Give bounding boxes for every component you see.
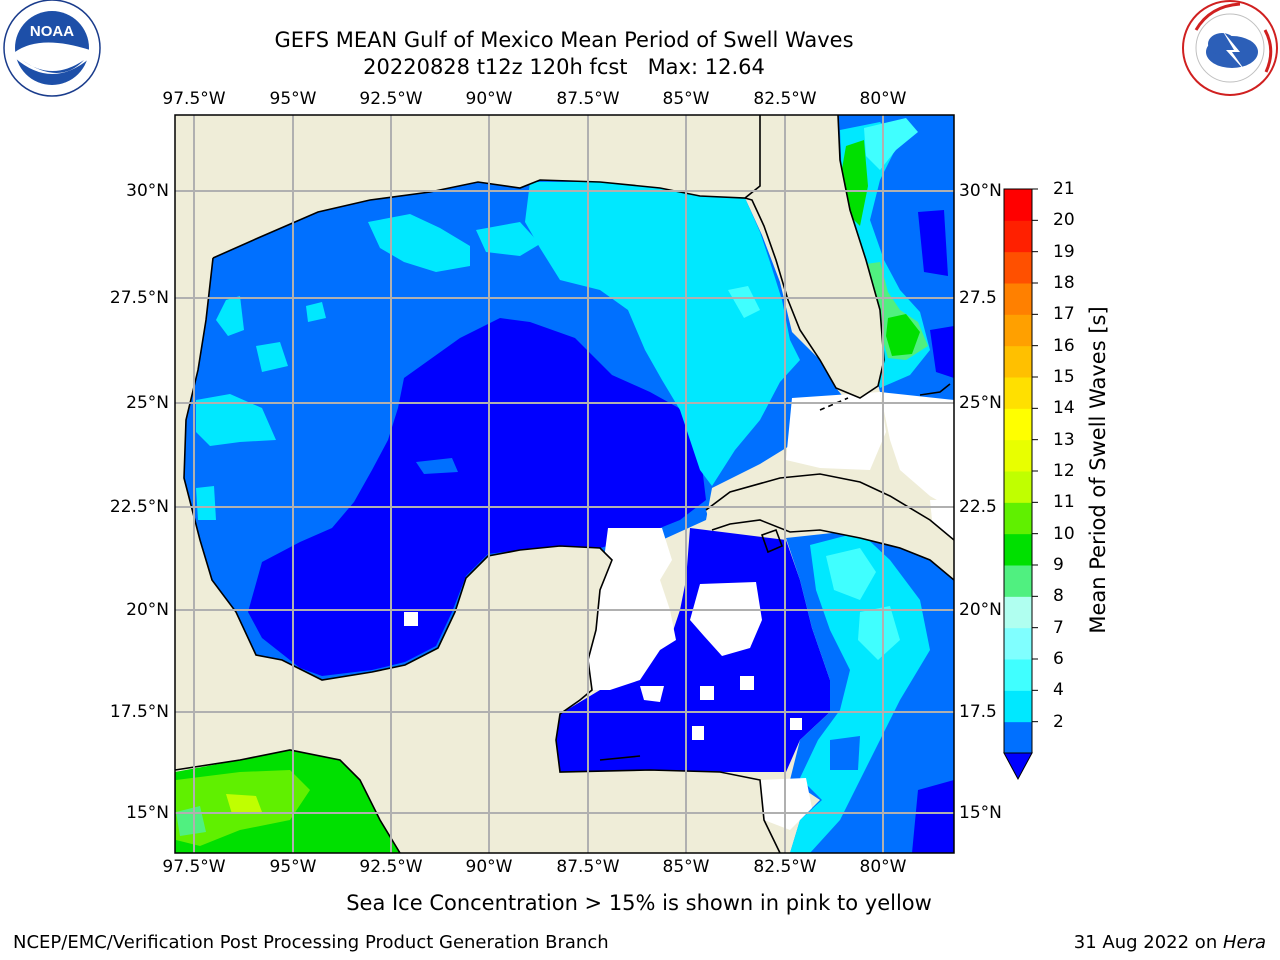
- lon-label-top: 85°W: [662, 89, 710, 109]
- sea-ice-note: Sea Ice Concentration > 15% is shown in …: [346, 891, 932, 915]
- colorbar-band: [1004, 502, 1032, 535]
- map-frame: [174, 114, 955, 854]
- footer-date-text: 31 Aug 2022 on: [1073, 932, 1223, 953]
- lon-label-bottom: 95°W: [269, 857, 317, 877]
- nws-logo: [1182, 0, 1278, 96]
- lat-label-left: 22.5°N: [109, 497, 169, 517]
- lat-label-right: 30°N: [959, 181, 1002, 201]
- colorbar-band: [1004, 345, 1032, 378]
- colorbar-band: [1004, 471, 1032, 503]
- colorbar-band: [1004, 627, 1032, 660]
- colorbar-tick-label: 7: [1053, 617, 1064, 638]
- colorbar-tick-label: 17: [1053, 304, 1075, 325]
- lon-label-bottom: 92.5°W: [359, 857, 423, 877]
- colorbar-tick-label: 18: [1053, 273, 1075, 293]
- lon-label-bottom: 87.5°W: [556, 857, 620, 877]
- noaa-logo-text: NOAA: [30, 23, 74, 40]
- footer-org: NCEP/EMC/Verification Post Processing Pr…: [13, 932, 609, 953]
- colorbar-tick-label: 9: [1053, 555, 1064, 575]
- colorbar-band: [1004, 439, 1032, 472]
- chart-subtitle: 20220828 t12z 120h fcst Max: 12.64: [363, 55, 765, 79]
- colorbar-band: [1004, 721, 1032, 754]
- lat-label-right: 22.5: [959, 497, 997, 517]
- colorbar-tick-label: 13: [1053, 429, 1075, 450]
- colorbar-tick-label: 14: [1053, 398, 1075, 419]
- colorbar-band: [1004, 220, 1032, 253]
- lat-label-left: 20°N: [126, 600, 169, 620]
- colorbar-tick-label: 16: [1053, 335, 1075, 356]
- colorbar-tick-label: 21: [1053, 179, 1075, 199]
- lon-label-top: 97.5°W: [162, 89, 226, 109]
- lat-label-right: 25°N: [959, 393, 1002, 413]
- lon-label-top: 87.5°W: [556, 89, 620, 109]
- colorbar-band: [1004, 283, 1032, 315]
- lon-label-bottom: 90°W: [465, 857, 513, 877]
- colorbar-band: [1004, 251, 1032, 284]
- footer-machine: Hera: [1222, 932, 1266, 953]
- lat-label-right: 17.5: [959, 702, 997, 722]
- colorbar-band: [1004, 565, 1032, 597]
- footer-date: 31 Aug 2022 on Hera: [1074, 932, 1266, 954]
- lon-label-bottom: 85°W: [662, 857, 710, 877]
- noaa-logo: NOAA: [3, 0, 101, 97]
- colorbar-tick-label: 6: [1053, 649, 1064, 669]
- lon-label-top: 80°W: [859, 89, 907, 109]
- lat-label-right: 15°N: [959, 803, 1002, 823]
- colorbar: [1003, 188, 1038, 781]
- chart-title: GEFS MEAN Gulf of Mexico Mean Period of …: [274, 28, 854, 52]
- colorbar-band: [1004, 659, 1032, 691]
- colorbar-band: [1004, 596, 1032, 629]
- lat-label-left: 30°N: [126, 181, 169, 201]
- lon-label-bottom: 82.5°W: [753, 857, 817, 877]
- colorbar-band: [1004, 408, 1032, 441]
- lat-label-left: 27.5°N: [109, 288, 169, 308]
- colorbar-tick-label: 2: [1053, 711, 1064, 732]
- lon-label-top: 92.5°W: [359, 89, 423, 109]
- colorbar-tick-label: 12: [1053, 461, 1075, 481]
- colorbar-band: [1004, 377, 1032, 409]
- colorbar-tick-label: 20: [1053, 210, 1075, 231]
- lat-label-right: 27.5: [959, 288, 997, 308]
- lon-label-bottom: 80°W: [859, 857, 907, 877]
- colorbar-tick-label: 11: [1053, 492, 1075, 513]
- lon-label-top: 82.5°W: [753, 89, 817, 109]
- lat-label-left: 15°N: [126, 803, 169, 823]
- colorbar-band: [1004, 314, 1032, 347]
- colorbar-tick-label: 15: [1053, 367, 1075, 387]
- colorbar-tick-label: 8: [1053, 586, 1064, 607]
- graticule: [175, 115, 954, 853]
- colorbar-extend-arrow: [1003, 752, 1033, 781]
- colorbar-band: [1004, 189, 1032, 221]
- colorbar-label: Mean Period of Swell Waves [s]: [1086, 306, 1110, 634]
- lat-label-right: 20°N: [959, 600, 1002, 620]
- colorbar-band: [1004, 533, 1032, 566]
- colorbar-tick-label: 4: [1053, 680, 1064, 701]
- lon-label-top: 90°W: [465, 89, 513, 109]
- colorbar-tick-label: 19: [1053, 241, 1075, 262]
- lon-label-bottom: 97.5°W: [162, 857, 226, 877]
- lon-label-top: 95°W: [269, 89, 317, 109]
- lat-label-left: 17.5°N: [109, 702, 169, 722]
- coastline: [175, 115, 954, 853]
- lat-label-left: 25°N: [126, 393, 169, 413]
- colorbar-tick-label: 10: [1053, 523, 1075, 544]
- colorbar-band: [1004, 690, 1032, 723]
